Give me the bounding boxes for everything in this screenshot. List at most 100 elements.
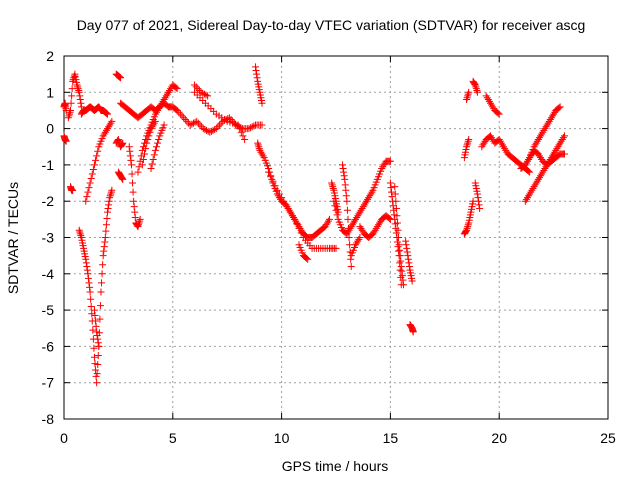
data-point — [367, 190, 375, 198]
data-point — [175, 108, 183, 116]
data-point — [258, 150, 266, 158]
data-point — [321, 223, 329, 231]
series-arc-v — [265, 168, 340, 252]
data-point — [98, 279, 106, 287]
x-tick-label: 20 — [491, 430, 507, 446]
data-point — [322, 221, 330, 229]
data-point — [387, 184, 395, 192]
data-point — [77, 103, 85, 111]
data-point — [527, 152, 535, 160]
y-tick-label: -6 — [42, 338, 55, 354]
data-point — [560, 150, 568, 158]
data-point — [103, 214, 111, 222]
data-point — [204, 92, 212, 100]
data-point — [473, 88, 481, 96]
data-point — [303, 254, 311, 262]
data-point — [92, 156, 100, 164]
data-point — [394, 243, 402, 251]
data-point — [146, 128, 154, 136]
data-point — [355, 210, 363, 218]
data-point — [386, 157, 394, 165]
data-point — [396, 252, 404, 260]
data-point — [106, 192, 114, 200]
data-point — [550, 150, 558, 158]
data-point — [144, 135, 152, 143]
data-point — [387, 188, 395, 196]
data-point — [356, 223, 364, 231]
series-arc-e — [75, 226, 103, 387]
data-point — [464, 92, 472, 100]
data-point — [271, 182, 279, 190]
data-point — [183, 117, 191, 125]
data-point — [525, 167, 533, 175]
data-point — [99, 261, 107, 269]
data-point — [495, 135, 503, 143]
data-point — [104, 110, 112, 118]
data-point — [463, 141, 471, 149]
data-point — [199, 89, 207, 97]
data-point — [403, 248, 411, 256]
data-point — [118, 140, 126, 148]
data-point — [216, 121, 224, 129]
data-point — [125, 143, 133, 151]
data-point — [253, 70, 261, 78]
data-point — [83, 266, 91, 274]
series-arc-ak — [471, 179, 484, 212]
data-point — [333, 211, 341, 219]
data-point — [380, 161, 388, 169]
data-point — [353, 214, 361, 222]
data-point — [331, 202, 339, 210]
data-point — [248, 123, 256, 131]
data-point — [497, 139, 505, 147]
y-tick-label: -4 — [42, 266, 55, 282]
data-point — [473, 86, 481, 94]
data-point — [74, 85, 82, 93]
data-point — [291, 215, 299, 223]
data-point — [530, 183, 538, 191]
data-point — [395, 234, 403, 241]
data-point — [62, 137, 70, 145]
data-point — [500, 143, 508, 151]
data-point — [164, 88, 172, 96]
data-point — [119, 175, 127, 183]
data-point — [558, 135, 566, 143]
data-point — [345, 224, 353, 232]
data-point — [96, 315, 104, 323]
data-point — [537, 132, 545, 140]
data-point — [100, 243, 108, 251]
data-point — [82, 255, 90, 263]
data-point — [250, 122, 258, 130]
series-arc-n — [134, 81, 181, 176]
data-point — [151, 146, 159, 154]
data-point — [484, 96, 492, 104]
y-tick-label: -3 — [42, 230, 55, 246]
data-point — [488, 101, 496, 109]
data-point — [214, 123, 222, 131]
data-point — [523, 157, 531, 165]
data-point — [154, 139, 162, 147]
data-point — [126, 147, 134, 155]
data-point — [532, 139, 540, 147]
data-point — [408, 277, 416, 285]
data-point — [374, 221, 382, 229]
data-point — [93, 152, 101, 160]
data-point — [150, 119, 158, 127]
data-point — [556, 139, 564, 147]
data-point — [98, 270, 106, 278]
data-point — [73, 81, 81, 89]
data-point — [117, 74, 125, 82]
data-point — [136, 217, 144, 225]
data-point — [356, 208, 364, 216]
data-point — [328, 179, 336, 187]
data-point — [554, 143, 562, 151]
data-point — [533, 137, 541, 145]
data-point — [99, 132, 107, 140]
data-point — [463, 96, 471, 104]
data-point — [539, 168, 547, 176]
data-point — [136, 215, 144, 223]
data-point — [535, 152, 543, 160]
data-point — [74, 83, 82, 91]
data-point — [345, 234, 353, 241]
data-point — [472, 83, 480, 91]
data-point — [494, 109, 502, 117]
